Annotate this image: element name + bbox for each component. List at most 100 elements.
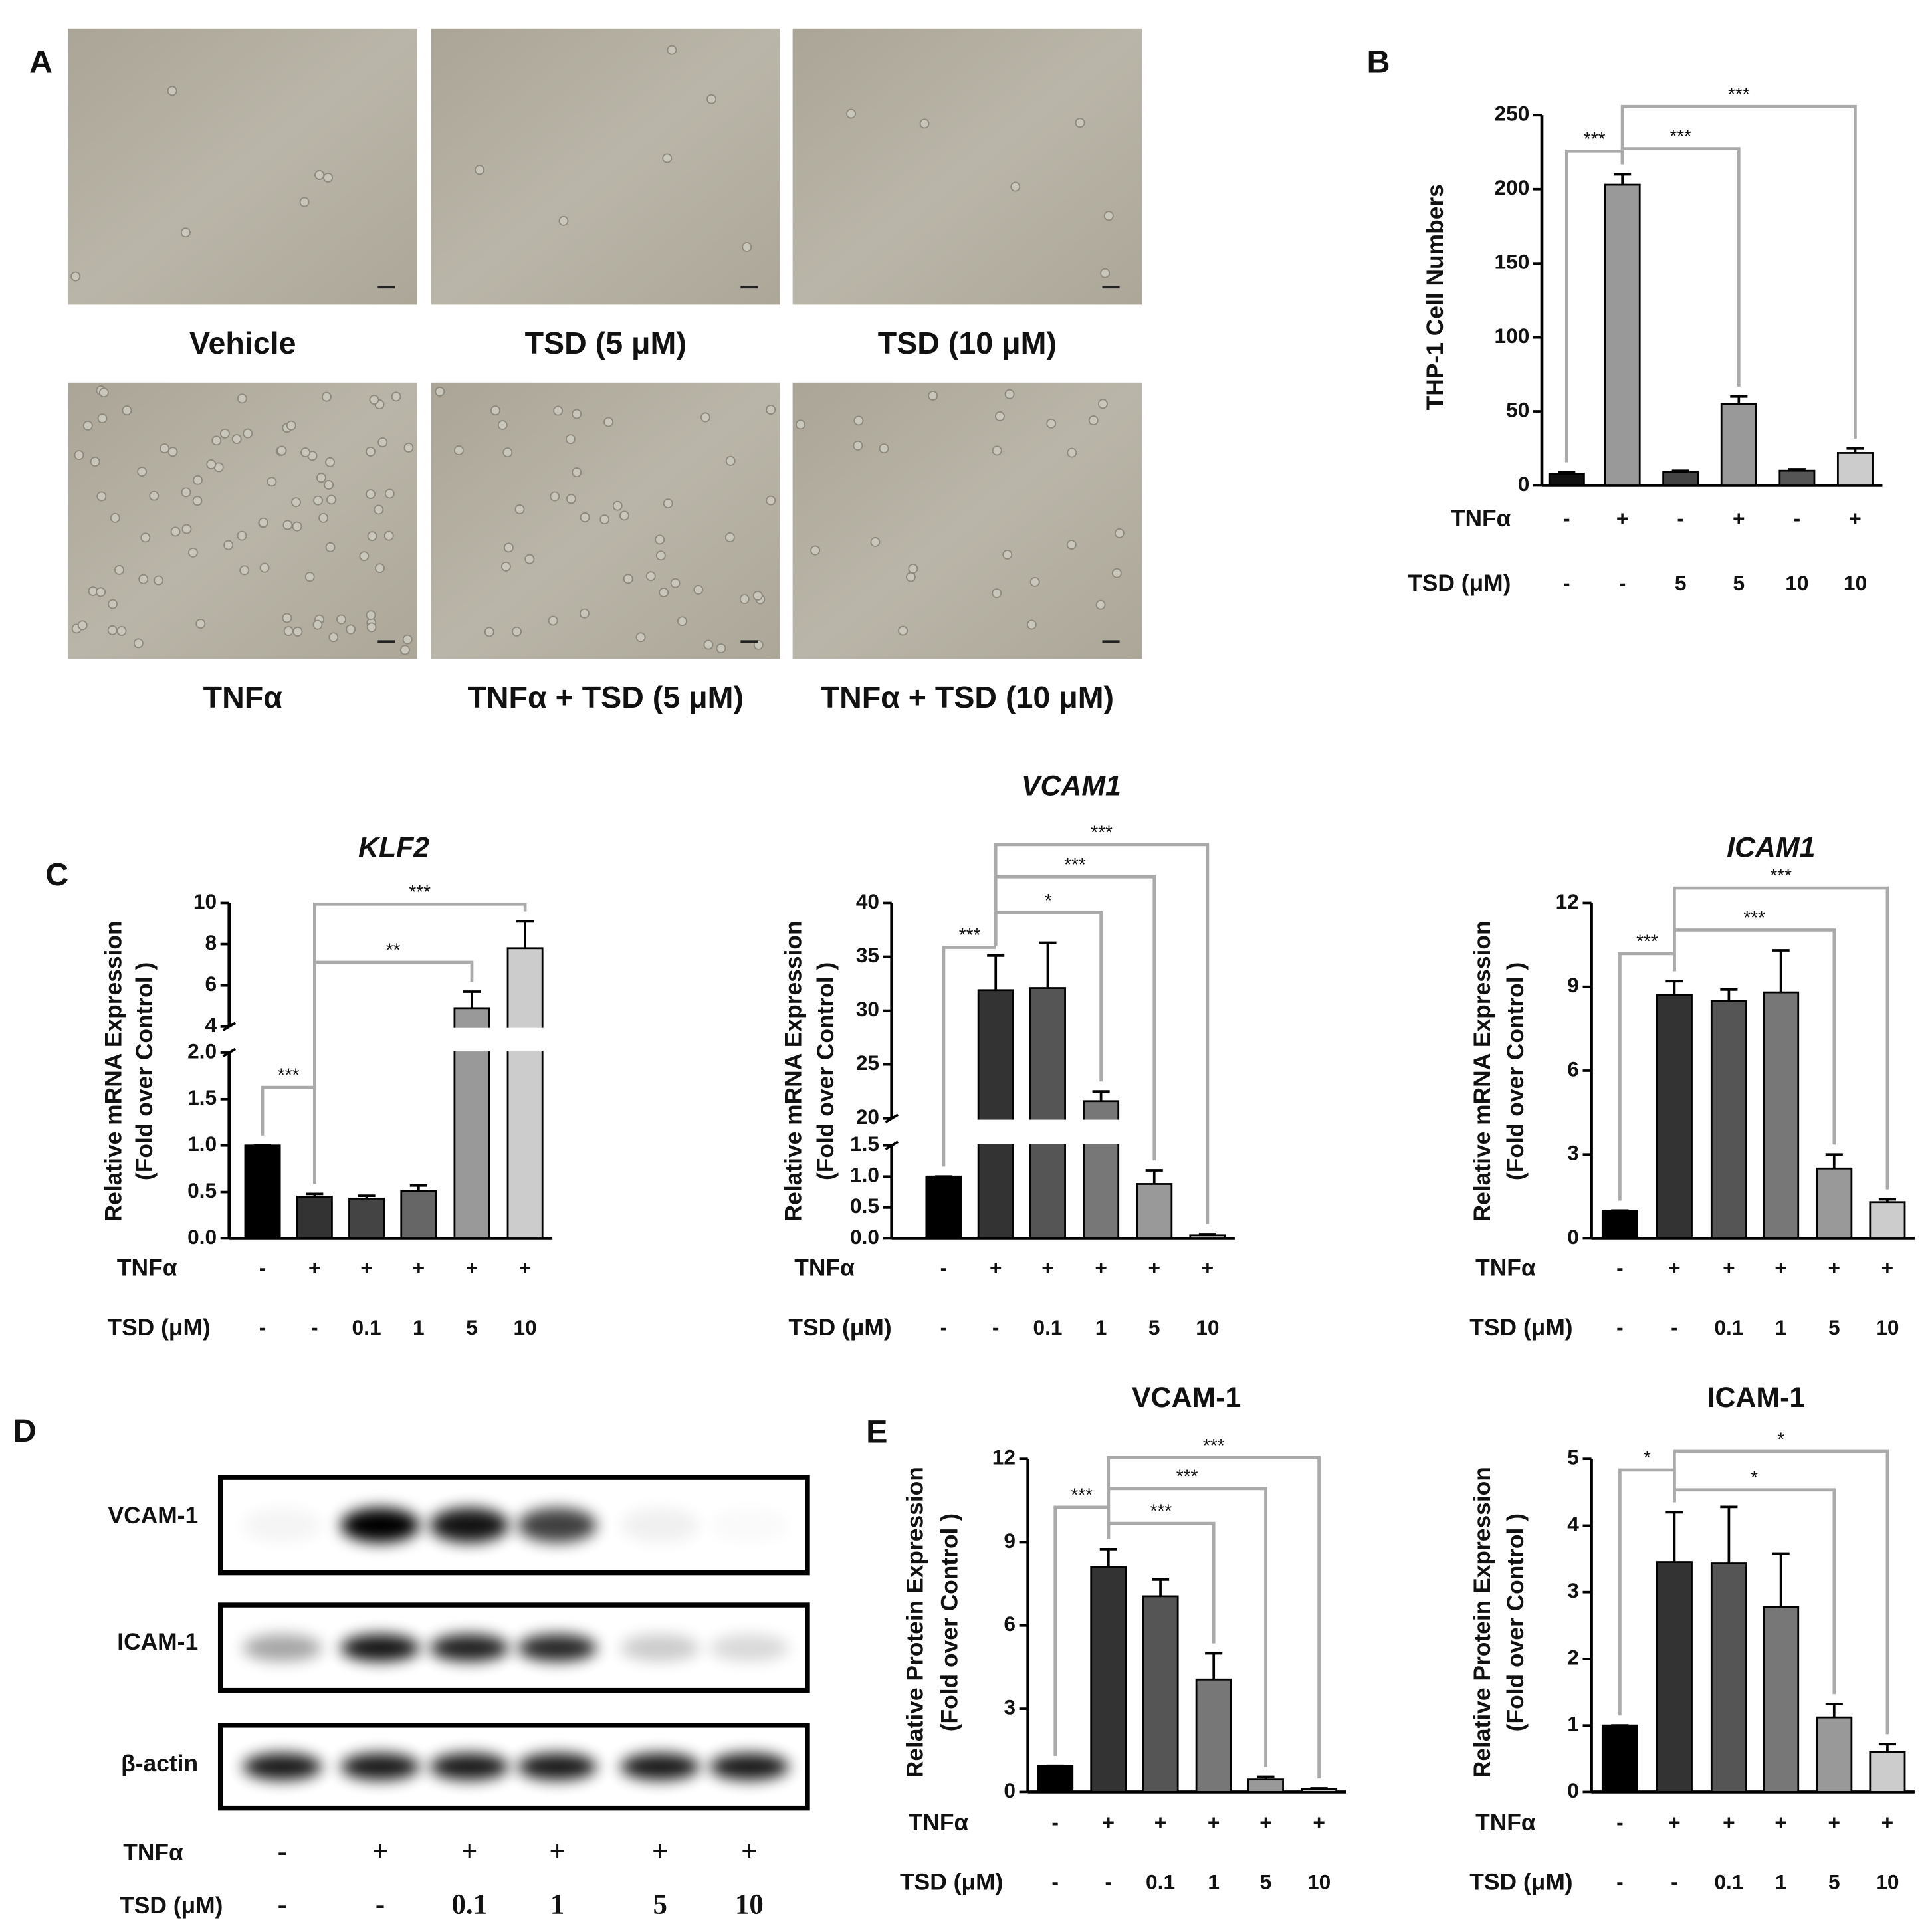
condition-label: 5 [1828, 1315, 1840, 1339]
condition-label: + [466, 1255, 479, 1279]
condition-label: - [311, 1315, 318, 1339]
cell [223, 540, 234, 550]
cell [1026, 619, 1037, 630]
condition-label: + [1881, 1255, 1893, 1279]
cell [1029, 577, 1040, 587]
cell [366, 447, 376, 457]
significance-label: * [1751, 1467, 1758, 1487]
bar [1836, 452, 1874, 486]
cell [96, 587, 106, 597]
row-label: TSD (μM) [900, 1869, 1003, 1895]
cell [992, 445, 1002, 456]
cell [313, 495, 323, 506]
error-bar [1092, 1090, 1110, 1101]
cell [846, 108, 857, 119]
cell [243, 428, 253, 439]
cell [579, 608, 590, 619]
y-axis-label: Relative Protein Expression [1469, 1467, 1495, 1778]
cell [282, 520, 293, 530]
cell [369, 395, 379, 405]
cell [603, 417, 614, 427]
condition-label: + [1828, 1255, 1841, 1279]
y-axis-label: Relative mRNA Expression [1469, 920, 1495, 1222]
condition-label: + [1828, 1810, 1841, 1834]
cell [133, 638, 144, 649]
cell [374, 504, 384, 515]
condition-label: - [1671, 1870, 1678, 1894]
y-tick-label: 50 [1506, 397, 1529, 421]
y-tick-label: 2.0 [187, 1039, 217, 1063]
caption: TNFα + TSD (5 μM) [467, 680, 744, 714]
cell [74, 450, 84, 461]
cell [193, 475, 203, 485]
cell [336, 614, 346, 625]
blot-band [243, 1753, 322, 1780]
bar [1029, 987, 1066, 1239]
significance-label: *** [1203, 1435, 1225, 1455]
blot-row-label: β-actin [121, 1750, 198, 1776]
caption: TNFα + TSD (10 μM) [821, 680, 1114, 714]
condition-label: + [413, 1255, 425, 1279]
y-tick-label: 250 [1495, 102, 1530, 126]
cell [553, 405, 564, 416]
error-bar [987, 954, 1005, 990]
cell [323, 173, 334, 183]
cell [367, 531, 377, 542]
chart-title: KLF2 [358, 832, 429, 864]
panel-label: C [45, 857, 68, 893]
cell [512, 626, 522, 637]
cell [565, 434, 576, 445]
cell [149, 490, 160, 501]
error-bar [1257, 1775, 1275, 1780]
condition-label: 1 [1208, 1870, 1220, 1894]
cell [167, 447, 178, 457]
micrograph [68, 28, 417, 305]
error-bar [516, 920, 534, 948]
condition-label: + [1041, 1255, 1053, 1279]
cell [475, 165, 484, 175]
cell [259, 562, 270, 573]
condition-label: - [1051, 1870, 1059, 1894]
cell [403, 443, 414, 453]
bar [1662, 471, 1699, 486]
cell [326, 494, 336, 505]
bar [1710, 1562, 1747, 1793]
y-tick-label: 150 [1495, 250, 1530, 274]
row-label: TSD (μM) [120, 1892, 223, 1919]
blot-band [620, 1507, 700, 1543]
blot-band [710, 1508, 789, 1543]
cell [677, 616, 687, 627]
y-tick-label: 3 [1567, 1578, 1579, 1602]
y-tick-label: 200 [1495, 175, 1530, 199]
error-bar [1310, 1787, 1328, 1790]
cell [1002, 550, 1013, 560]
error-bar [1198, 1233, 1216, 1235]
y-axis-label: (Fold over Control ) [1502, 1513, 1529, 1731]
cell [237, 530, 247, 541]
bar [1778, 469, 1816, 486]
condition-label: 1 [1775, 1315, 1787, 1339]
bar [1601, 1209, 1638, 1239]
bar [977, 989, 1014, 1239]
bar [1195, 1678, 1232, 1793]
cell [366, 622, 377, 633]
bar [1710, 1000, 1747, 1239]
cell [1111, 568, 1122, 578]
y-tick-label: 25 [856, 1051, 879, 1075]
bar [400, 1190, 437, 1239]
condition-label: 10 [1844, 571, 1867, 595]
y-tick-label: 12 [1556, 889, 1579, 913]
cell [114, 564, 124, 575]
bar [1763, 1606, 1800, 1793]
cell [292, 626, 303, 637]
error-bar [358, 1194, 376, 1199]
cell [231, 434, 242, 445]
cell [300, 447, 311, 458]
cell [635, 632, 646, 643]
chart-title: VCAM-1 [1132, 1382, 1241, 1414]
blot-band [429, 1634, 509, 1662]
y-tick-label: 5 [1567, 1446, 1579, 1469]
y-tick-label: 1.5 [187, 1085, 217, 1109]
cell [324, 480, 334, 490]
cell [619, 510, 629, 521]
